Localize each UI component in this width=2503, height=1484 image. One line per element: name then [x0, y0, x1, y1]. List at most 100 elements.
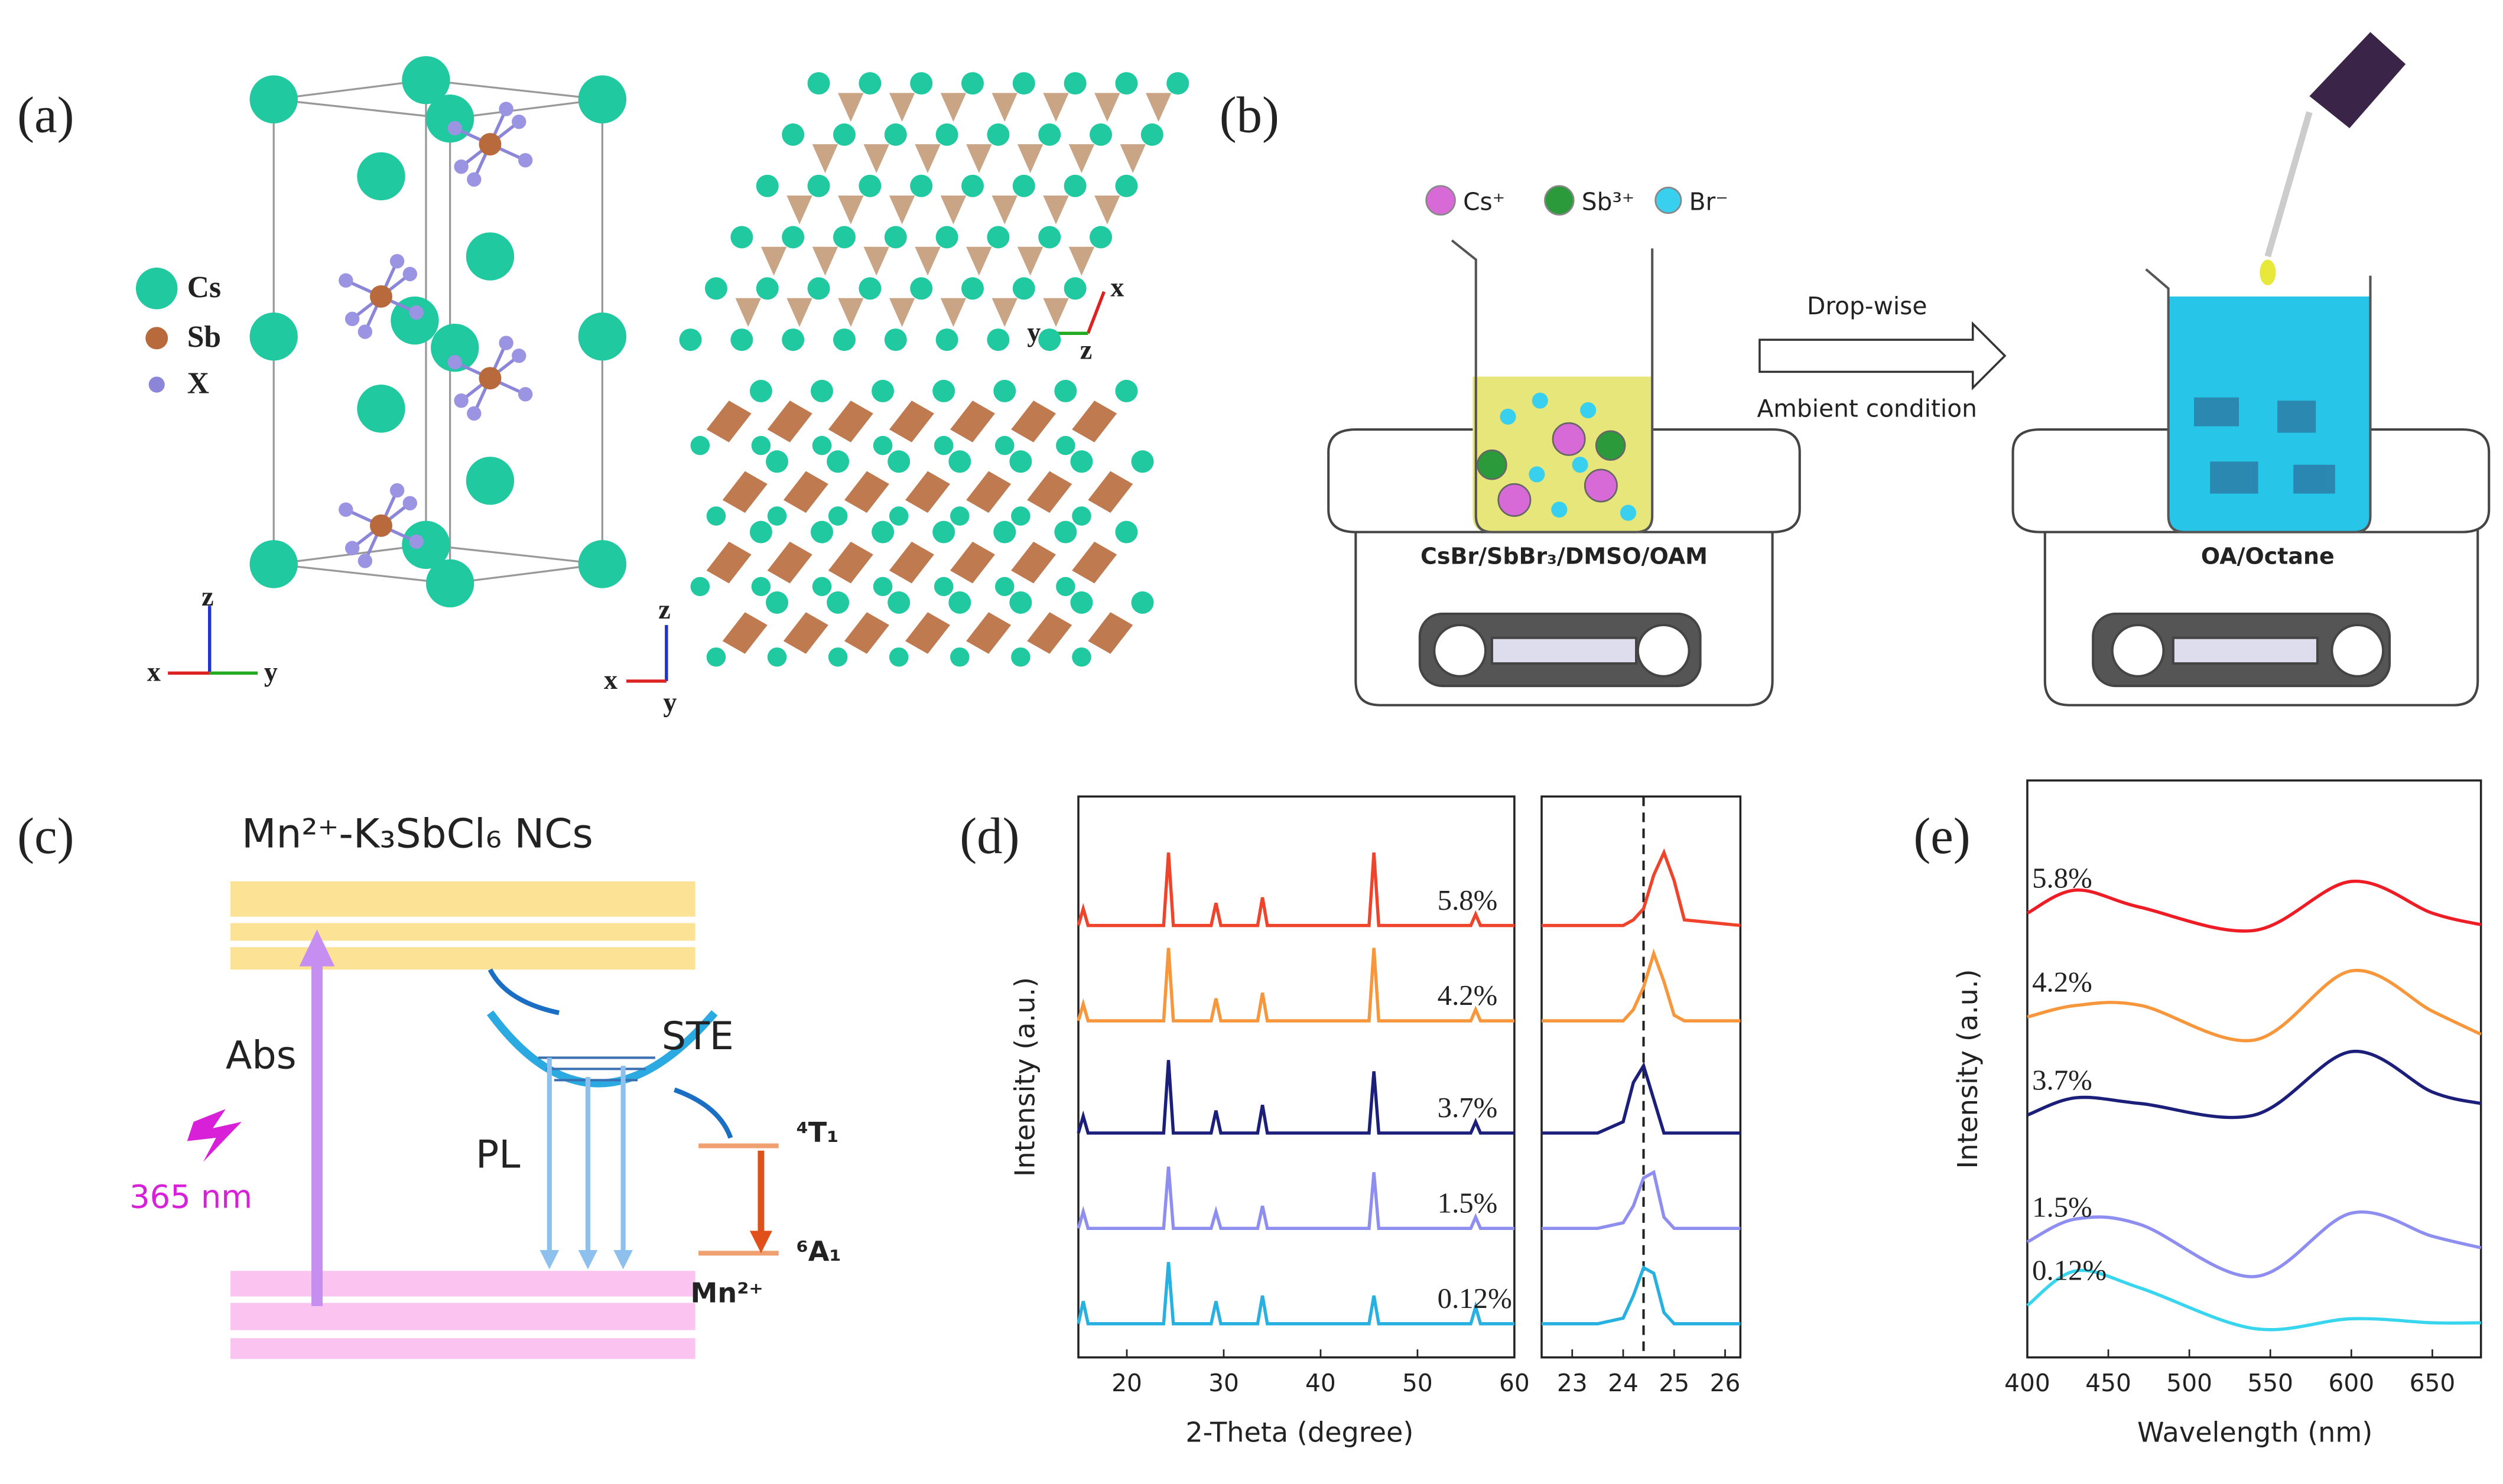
x-atom [357, 554, 373, 568]
axes-indicator: z x y [604, 594, 677, 717]
octahedron [767, 541, 812, 584]
octahedron [838, 195, 864, 224]
pipette [2260, 32, 2406, 285]
cs-atom [888, 591, 911, 614]
series-label: 3.7% [1438, 1091, 1498, 1124]
series-line [2027, 968, 2482, 1043]
octahedron [940, 93, 967, 122]
plot-frame [1077, 795, 1516, 1359]
octahedron [950, 401, 995, 442]
cs-atom [782, 226, 805, 249]
x-axis-label: 2-Theta (degree) [1185, 1416, 1413, 1448]
cs-atom [1011, 506, 1031, 526]
cs-atom [578, 75, 627, 123]
pl-arrow-heads [539, 1249, 633, 1270]
cs-atom [730, 328, 753, 352]
cs-atom [1115, 520, 1138, 544]
cs-atom [932, 520, 955, 544]
axes-indicator: z x y [147, 581, 278, 686]
axis-letter: x [604, 665, 617, 695]
series-line [2026, 880, 2482, 933]
x-atom [447, 354, 462, 370]
x-atom [339, 502, 353, 517]
series-line [1542, 848, 1741, 928]
series-line [1077, 1060, 1514, 1135]
octahedron [783, 471, 828, 513]
axis-letter: z [658, 594, 670, 624]
cs-atom [466, 232, 515, 281]
octahedron [863, 246, 889, 276]
cs-atom [1064, 277, 1087, 300]
octahedron [1145, 93, 1172, 122]
x-atom [512, 114, 526, 129]
cs-atom [782, 328, 805, 352]
arrow-label: Drop-wise [1807, 292, 1927, 320]
cs-atom [1070, 450, 1093, 473]
cs-atom [402, 520, 450, 569]
cs-atom [950, 506, 970, 526]
x-atom [454, 393, 469, 408]
cs-atom [910, 277, 933, 300]
cs-atom [934, 577, 954, 597]
cs-atom [749, 520, 772, 544]
synthesis-scheme: Cs⁺ Sb³⁺ Br⁻ CsBr/SbBr₃/DMSO/OAM Drop-wi… [1327, 32, 2491, 707]
cs-atom [1038, 123, 1061, 146]
cs-atom [1140, 123, 1163, 146]
cs-atom [961, 72, 984, 95]
ste-label: STE [662, 1014, 734, 1059]
octahedron [940, 298, 967, 327]
cs-atom [1064, 174, 1087, 197]
cs-atom [910, 72, 933, 95]
cs-atom [961, 277, 984, 300]
cs-atom [431, 323, 479, 372]
chart: 400 450 500 550 600 650 5.8% 4.2% 3.7% 1.5% 0.12% I… [1952, 779, 2482, 1448]
ion-icon [1654, 187, 1682, 214]
cs-atom [807, 277, 830, 300]
octahedron [1072, 401, 1117, 442]
cs-atom [756, 174, 779, 197]
cs-atom [950, 647, 970, 667]
energy-diagram: Mn²⁺-K₃SbCl₆ NCs Abs 365 nm PL STE ⁴T₁ ⁶… [129, 811, 841, 1359]
cs-atom [249, 75, 298, 123]
ion-icon [1425, 185, 1456, 216]
x-tick-label: 20 [1111, 1369, 1142, 1397]
panel-label: (b) [1220, 86, 1279, 143]
cs-atom [994, 435, 1015, 455]
octahedron [706, 541, 752, 584]
cs-atom [578, 540, 627, 588]
cs-atom [1012, 277, 1035, 300]
cs-atom [1009, 591, 1032, 614]
x-atom [409, 305, 424, 320]
series-line [1077, 948, 1514, 1023]
cs-atom [1054, 379, 1077, 402]
cs-atom [679, 328, 702, 352]
cs-atom [884, 123, 907, 146]
octahedron [992, 195, 1018, 224]
level-label: ⁴T₁ [797, 1117, 839, 1148]
legend-cs [135, 268, 178, 310]
octahedron [812, 144, 838, 173]
panel-label: (a) [17, 86, 74, 143]
x-atom [339, 273, 353, 288]
octahedron [863, 144, 889, 173]
cs-atom [827, 591, 850, 614]
axis-letter: y [264, 657, 278, 687]
octahedron [844, 612, 889, 654]
octahedron [905, 612, 951, 654]
x-tick-label: 600 [2328, 1369, 2374, 1397]
cs-atom [1115, 379, 1138, 402]
axis-letter: y [663, 687, 677, 717]
series-label: 0.12% [2032, 1254, 2107, 1287]
process-arrow [1758, 321, 2007, 390]
octahedron [828, 401, 873, 442]
octahedron [1017, 144, 1044, 173]
beaker [2145, 268, 2372, 533]
cs-atom [766, 450, 789, 473]
cs-atom [690, 435, 710, 455]
cs-atom [578, 312, 627, 361]
cs-atom [987, 328, 1010, 352]
octahedron [1120, 144, 1146, 173]
cs-atom [1009, 450, 1032, 473]
x-tick-label: 60 [1499, 1369, 1530, 1397]
cs-atom [812, 577, 832, 597]
